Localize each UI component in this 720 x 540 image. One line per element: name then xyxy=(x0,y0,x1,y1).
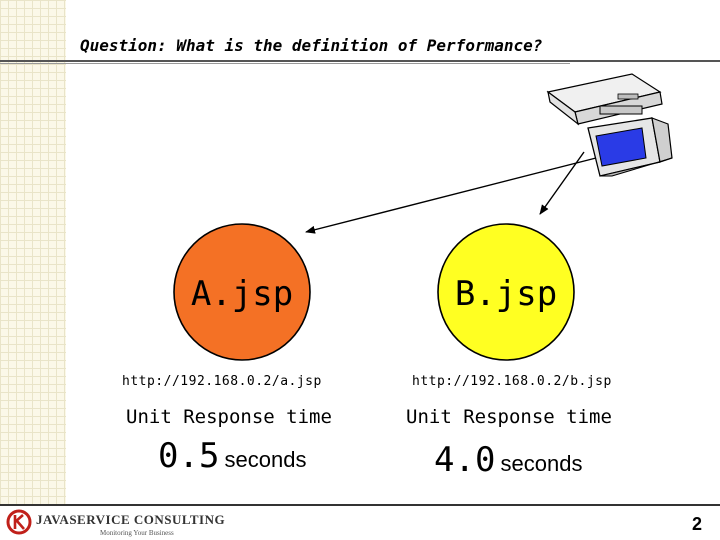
side-grid-decoration xyxy=(0,0,66,504)
a-jsp-time-value: 0.5 xyxy=(158,436,220,476)
a-jsp-url: http://192.168.0.2/a.jsp xyxy=(122,374,322,389)
b-jsp-circle xyxy=(437,223,575,361)
arrow-to-a-jsp xyxy=(305,157,597,234)
a-jsp-time-unit: seconds xyxy=(224,447,307,472)
a-jsp-label: A.jsp xyxy=(191,274,293,314)
logo-tagline: Monitoring Your Business xyxy=(100,529,174,537)
logo-mark-icon xyxy=(6,509,32,535)
b-jsp-label: B.jsp xyxy=(455,274,557,314)
b-jsp-time-value: 4.0 xyxy=(434,440,496,480)
b-jsp-time-unit: seconds xyxy=(500,451,583,476)
b-jsp-metric-label: Unit Response time xyxy=(406,406,612,428)
logo-text: JAVASERVICE CONSULTING xyxy=(36,512,226,527)
title-divider-secondary xyxy=(0,63,570,64)
b-jsp-url: http://192.168.0.2/b.jsp xyxy=(412,374,612,389)
computer-icon xyxy=(546,73,673,177)
a-jsp-metric-label: Unit Response time xyxy=(126,406,332,428)
title-divider xyxy=(0,60,720,62)
footer-divider xyxy=(0,504,720,506)
slide-title: Question: What is the definition of Perf… xyxy=(80,36,543,55)
arrow-to-b-jsp xyxy=(539,151,585,215)
a-jsp-circle xyxy=(173,223,311,361)
company-logo: JAVASERVICE CONSULTING Monitoring Your B… xyxy=(6,508,225,540)
a-jsp-response-time: 0.5 seconds xyxy=(158,436,306,476)
page-number: 2 xyxy=(691,514,702,534)
b-jsp-response-time: 4.0 seconds xyxy=(434,440,582,480)
